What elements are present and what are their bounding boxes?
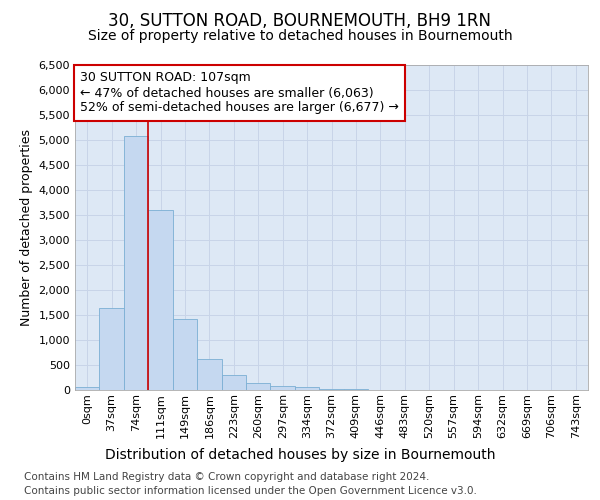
Bar (75, 386, 100, 390)
Bar (271, 386, 295, 390)
Text: Contains HM Land Registry data © Crown copyright and database right 2024.: Contains HM Land Registry data © Crown c… (24, 472, 430, 482)
Text: 30 SUTTON ROAD: 107sqm
← 47% of detached houses are smaller (6,063)
52% of semi-: 30 SUTTON ROAD: 107sqm ← 47% of detached… (80, 72, 399, 114)
Bar (246, 383, 271, 390)
Bar (100, 308, 124, 390)
Text: Size of property relative to detached houses in Bournemouth: Size of property relative to detached ho… (88, 29, 512, 43)
Text: Distribution of detached houses by size in Bournemouth: Distribution of detached houses by size … (105, 448, 495, 462)
Bar (344, 389, 368, 390)
Bar (197, 359, 221, 390)
Bar (148, 210, 173, 390)
Bar (124, 136, 148, 390)
Bar (173, 319, 197, 390)
Bar (221, 375, 246, 390)
Text: Contains public sector information licensed under the Open Government Licence v3: Contains public sector information licen… (24, 486, 477, 496)
Bar (295, 387, 319, 390)
Bar (319, 388, 344, 390)
Y-axis label: Number of detached properties: Number of detached properties (20, 129, 33, 326)
Text: 30, SUTTON ROAD, BOURNEMOUTH, BH9 1RN: 30, SUTTON ROAD, BOURNEMOUTH, BH9 1RN (109, 12, 491, 30)
